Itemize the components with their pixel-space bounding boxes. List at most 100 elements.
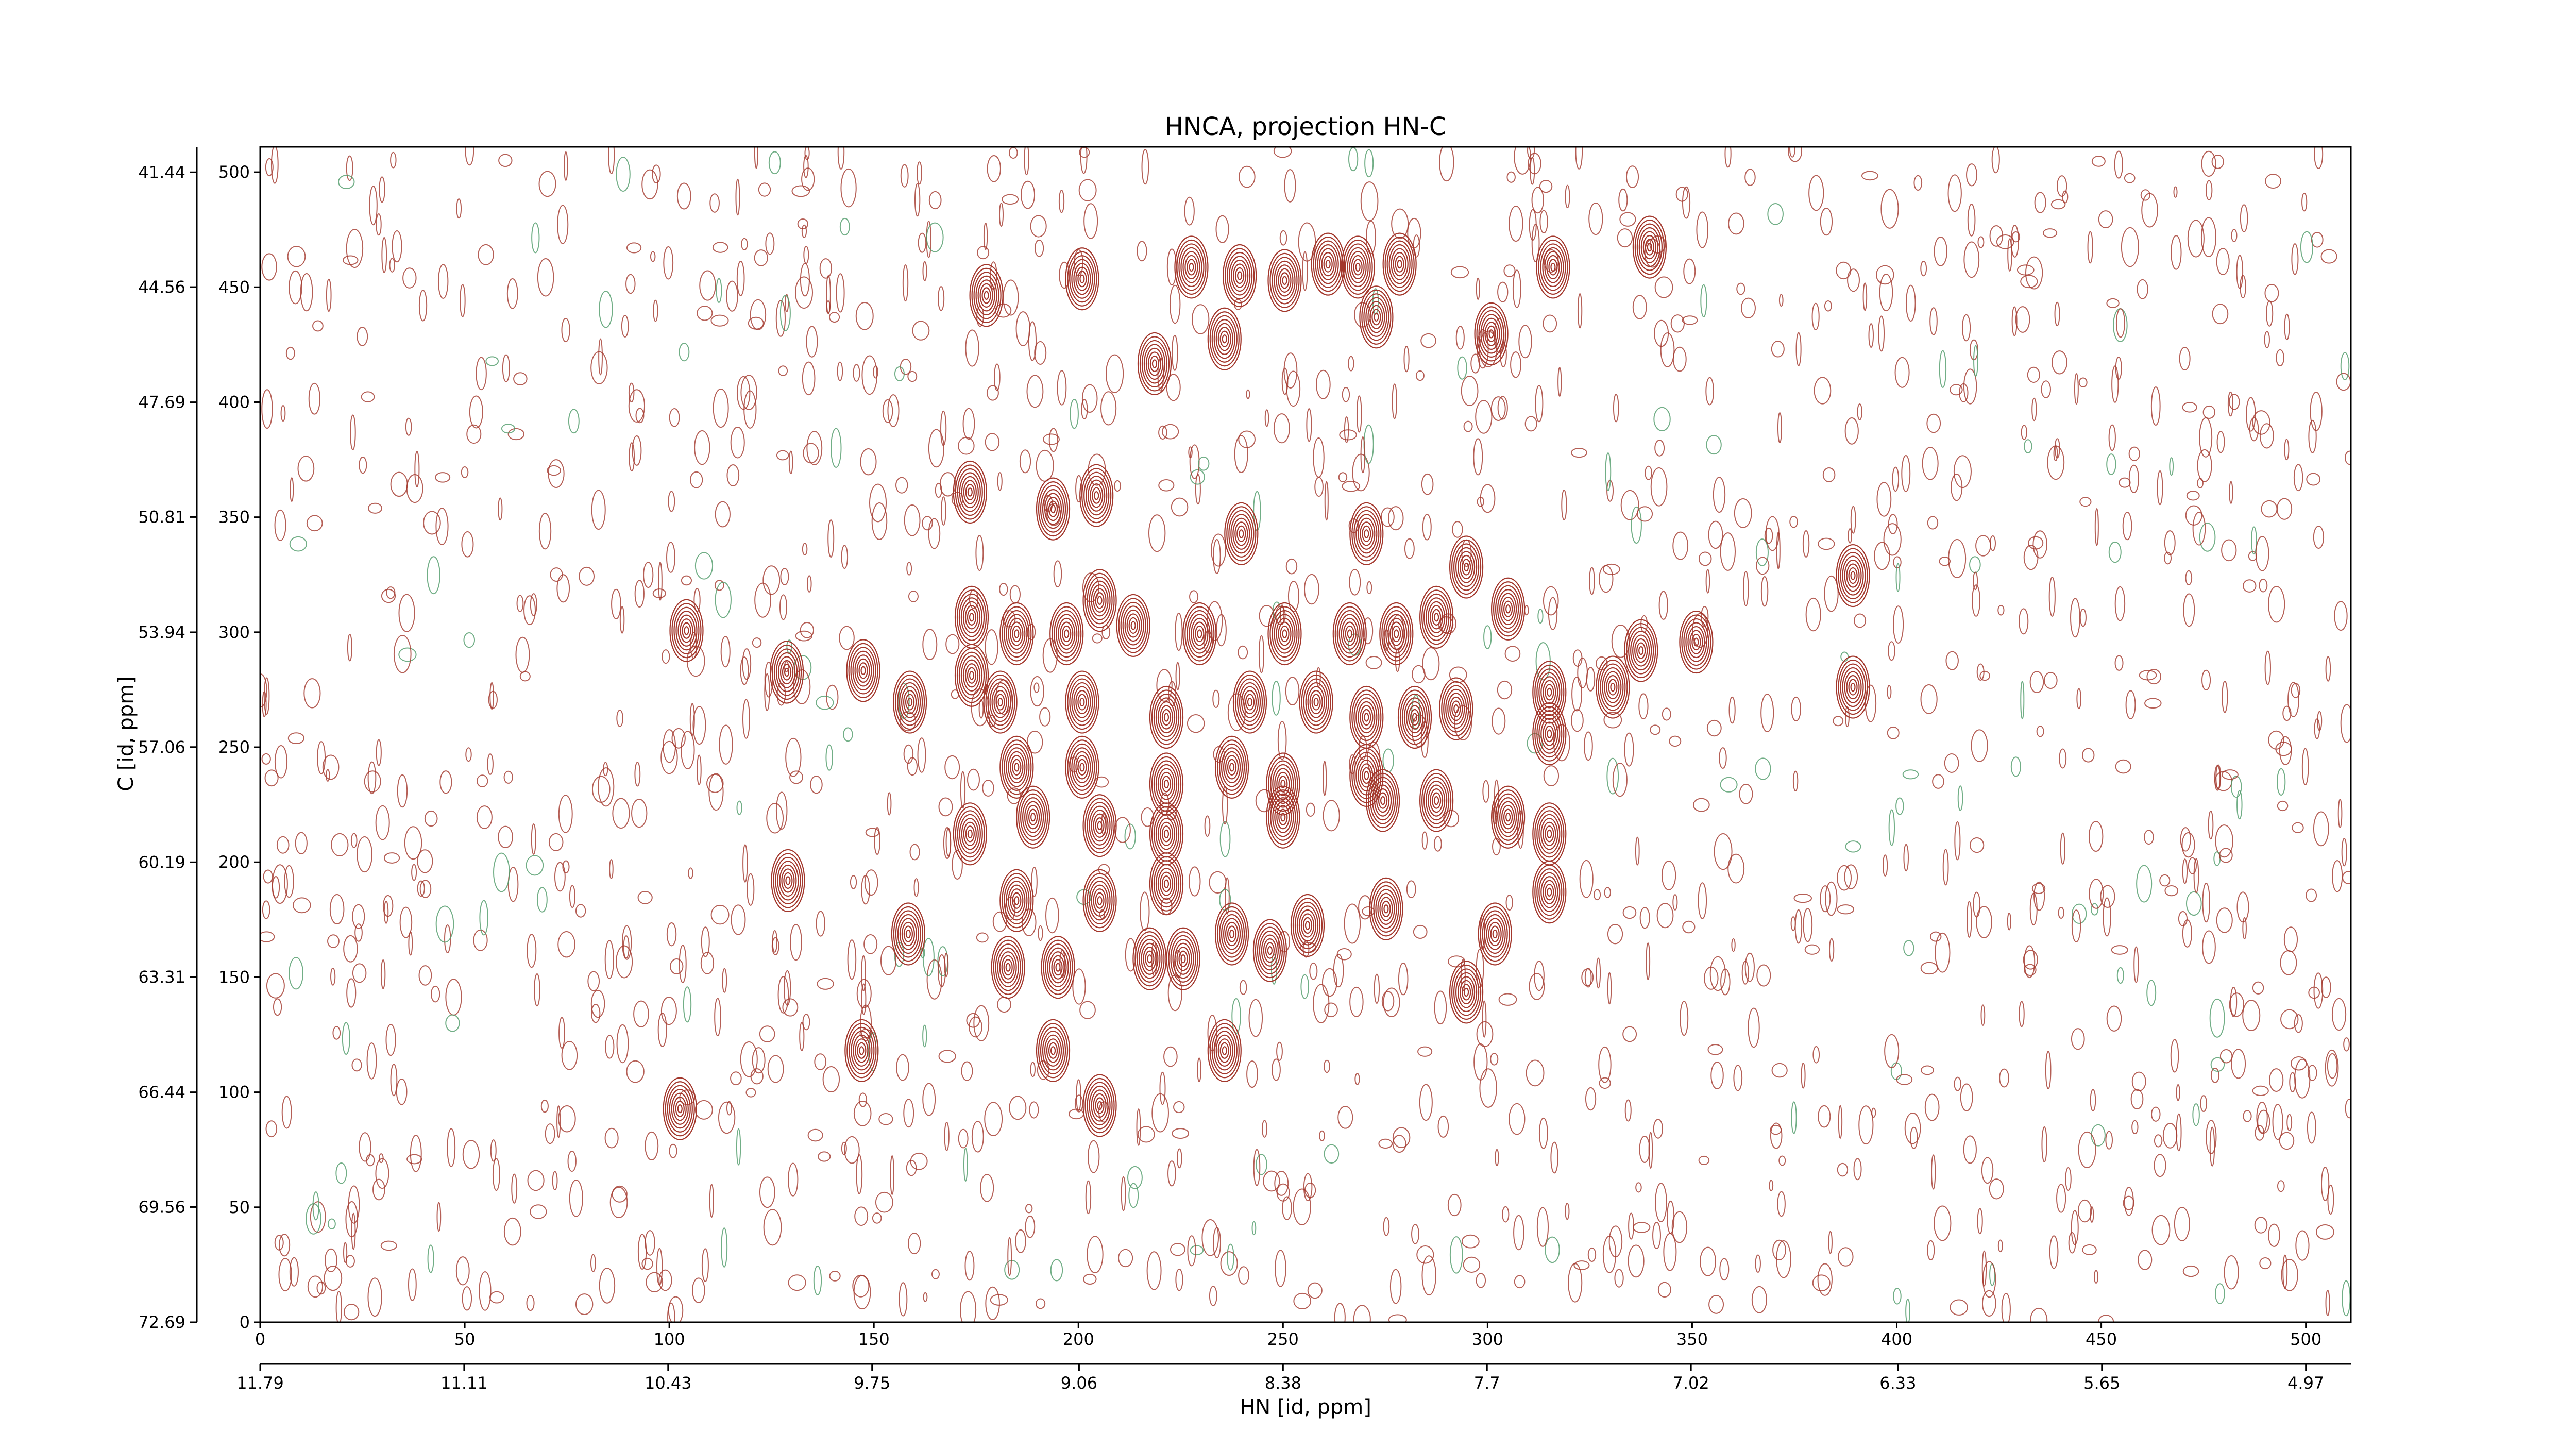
noise-contour	[1476, 277, 1480, 300]
peak-contour	[1299, 670, 1333, 734]
noise-contour	[1475, 400, 1493, 434]
peak-contour	[1687, 626, 1705, 659]
noise-contour	[1490, 1053, 1499, 1066]
noise-contour	[1286, 370, 1301, 407]
peak-contour	[1394, 629, 1399, 638]
noise-contour	[1572, 649, 1583, 667]
noise-contour	[1880, 189, 1899, 229]
noise-contour	[1682, 315, 1698, 325]
peak-contour	[1838, 548, 1868, 603]
peak-contour	[1681, 614, 1711, 670]
noise-contour	[2320, 249, 2337, 264]
noise-contour	[264, 769, 279, 787]
peak-contour	[1207, 307, 1242, 370]
noise-contour	[385, 1024, 396, 1056]
peak-contour	[1401, 693, 1428, 742]
noise-contour	[1888, 809, 1895, 846]
noise-contour	[708, 773, 724, 811]
noise-contour	[709, 193, 720, 213]
peak	[1536, 235, 1570, 299]
peak-contour	[1840, 663, 1866, 711]
peak-contour	[1041, 936, 1075, 999]
peak-contour	[1495, 585, 1521, 633]
noise-contour	[2164, 530, 2176, 555]
peak-contour	[1233, 263, 1247, 288]
noise-contour	[1530, 157, 1535, 185]
noise-contour	[530, 593, 537, 616]
noise-contour	[754, 582, 771, 618]
noise-contour	[701, 926, 710, 957]
peak-contour	[1038, 481, 1069, 537]
peak-contour	[1311, 232, 1345, 296]
peak-contour	[1051, 955, 1065, 980]
noise-contour	[418, 965, 432, 986]
peak-contour	[961, 818, 979, 850]
peak-contour	[1449, 696, 1463, 721]
noise-contour	[1277, 721, 1287, 760]
peak-contour	[1634, 638, 1648, 663]
noise-contour	[804, 147, 810, 160]
noise-contour	[1413, 234, 1420, 258]
noise-contour	[1421, 473, 1434, 495]
noise-contour	[1031, 866, 1038, 897]
peak-contour	[775, 856, 801, 905]
noise-contour	[272, 864, 288, 904]
noise-contour	[2301, 192, 2308, 212]
peak-contour	[1532, 661, 1567, 724]
peak-contour	[1545, 884, 1554, 901]
peak-contour	[1012, 892, 1022, 909]
peak-contour	[1055, 963, 1061, 972]
noise-contour	[556, 1105, 561, 1138]
noise-contour	[489, 1291, 504, 1304]
noise-contour	[676, 182, 691, 210]
noise-contour	[575, 1293, 594, 1315]
noise-contour	[2081, 748, 2095, 763]
noise-contour	[1273, 413, 1290, 444]
peak-contour	[1280, 813, 1286, 822]
peak	[1632, 215, 1667, 279]
noise-contour	[1931, 1154, 1936, 1190]
noise-contour	[967, 768, 980, 791]
noise-contour	[754, 249, 768, 266]
peak-contour	[1501, 805, 1515, 830]
noise-contour	[2332, 860, 2343, 892]
peak	[954, 644, 989, 707]
noise-contour	[1463, 1256, 1481, 1273]
noise-contour	[2024, 964, 2037, 976]
noise-contour	[1822, 467, 1836, 482]
noise-contour	[1770, 1122, 1783, 1149]
peak-contour	[675, 1100, 685, 1117]
noise-contour	[390, 471, 408, 497]
peak-contour	[955, 464, 985, 520]
peak-contour	[1332, 602, 1367, 666]
peak	[1624, 619, 1658, 682]
peak-contour	[673, 1097, 687, 1121]
peak-contour	[1503, 600, 1513, 617]
noise-contour	[1344, 416, 1349, 443]
noise-contour	[928, 518, 941, 549]
peak-contour	[1545, 825, 1554, 843]
peak-contour	[1024, 801, 1042, 833]
noise-contour	[1039, 707, 1051, 727]
noise-contour	[1769, 1180, 1774, 1191]
peak-contour	[1492, 929, 1498, 939]
noise-contour	[2146, 980, 2157, 1006]
noise-contour	[1092, 633, 1103, 644]
noise-contour	[752, 1047, 766, 1074]
peak-contour	[1071, 747, 1093, 787]
y-tick-label: 200	[218, 852, 250, 872]
peak-contour	[1371, 309, 1381, 326]
peak	[1036, 477, 1071, 541]
peak-contour	[1313, 237, 1343, 292]
peak	[1311, 232, 1345, 296]
peak-contour	[1084, 798, 1115, 853]
y2-tick-label: 41.44	[138, 162, 185, 182]
peak	[1299, 670, 1333, 734]
noise-contour	[1662, 707, 1671, 721]
noise-contour	[910, 1152, 928, 1170]
noise-contour	[1708, 1295, 1724, 1314]
peak-contour	[1363, 293, 1389, 341]
peak-contour	[1842, 555, 1864, 596]
peak-contour	[1480, 314, 1502, 354]
